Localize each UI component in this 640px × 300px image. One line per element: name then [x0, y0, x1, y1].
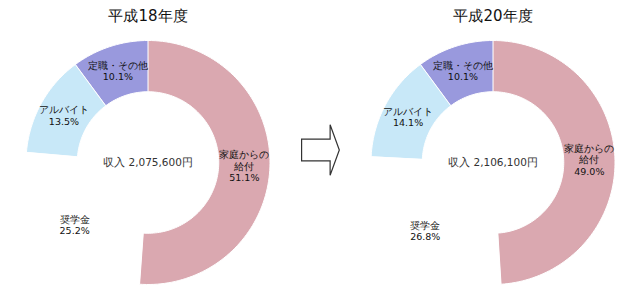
- svg-text:奨学金25.2%: 奨学金25.2%: [60, 214, 90, 236]
- svg-text:奨学金26.8%: 奨学金26.8%: [410, 220, 440, 242]
- svg-text:定職・その他10.1%: 定職・その他10.1%: [88, 60, 148, 82]
- svg-text:平成18年度: 平成18年度: [108, 7, 187, 25]
- svg-text:収入 2,075,600円: 収入 2,075,600円: [103, 156, 193, 168]
- svg-text:定職・その他10.1%: 定職・その他10.1%: [433, 60, 493, 82]
- svg-text:家庭からの給付51.1%: 家庭からの給付51.1%: [219, 149, 269, 183]
- svg-text:家庭からの給付49.0%: 家庭からの給付49.0%: [564, 143, 614, 177]
- svg-text:アルバイト13.5%: アルバイト13.5%: [39, 104, 89, 126]
- svg-text:収入 2,106,100円: 収入 2,106,100円: [448, 156, 538, 168]
- svg-text:平成20年度: 平成20年度: [453, 7, 532, 25]
- svg-text:アルバイト14.1%: アルバイト14.1%: [383, 106, 433, 128]
